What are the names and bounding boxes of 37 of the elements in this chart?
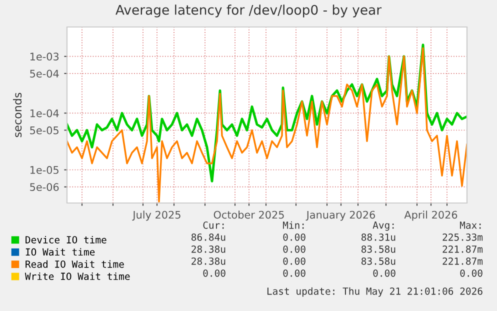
y-tick-label: 5e-04 (30, 70, 59, 78)
x-tick-label: July 2025 (132, 210, 180, 221)
y-tick-label: 1e-05 (30, 166, 58, 174)
text: Avg: (372, 222, 394, 231)
y-tick-label: 5e-06 (30, 183, 59, 191)
y-tick-label: 1e-03 (30, 52, 59, 61)
y-tick-label: 5e-05 (30, 126, 58, 134)
text: Max: (460, 222, 481, 229)
x-tick-label: January 2026 (306, 210, 375, 221)
y-axis-title: seconds (13, 92, 22, 138)
x-tick-label: October 2025 (214, 210, 284, 219)
text: 83.58u (362, 257, 396, 265)
text: 86.84u (192, 233, 226, 241)
legend-label: Read IO Wait time (26, 260, 124, 268)
text: Last update: Thu May 21 21:01:06 2026 (267, 287, 482, 297)
text: 0.00 (460, 269, 482, 277)
text: 88.31u (362, 233, 396, 241)
text: Min: (282, 221, 304, 229)
x-tick-label: April 2026 (404, 210, 458, 221)
text: Cur: (203, 221, 224, 229)
y-tick-label: 1e-04 (30, 109, 59, 118)
text: 28.38u (192, 245, 226, 253)
text: 83.58u (362, 245, 396, 253)
text: 28.38u (192, 257, 226, 265)
text: 0.00 (373, 269, 396, 277)
text: 0.00 (203, 269, 226, 277)
text: 0.00 (283, 233, 306, 241)
text: 225.33m (442, 233, 483, 241)
text: 0.00 (283, 269, 306, 277)
chart-title: Average latency for /dev/loop0 - by year (116, 4, 382, 18)
text: 221.87m (442, 257, 483, 265)
text: 221.87m (442, 245, 483, 253)
text: 0.00 (283, 245, 306, 253)
legend-label: Device IO time (26, 236, 106, 244)
text: 0.00 (283, 257, 306, 265)
legend-label: Write IO Wait time (24, 272, 130, 280)
legend-label: IO Wait time (26, 248, 95, 256)
